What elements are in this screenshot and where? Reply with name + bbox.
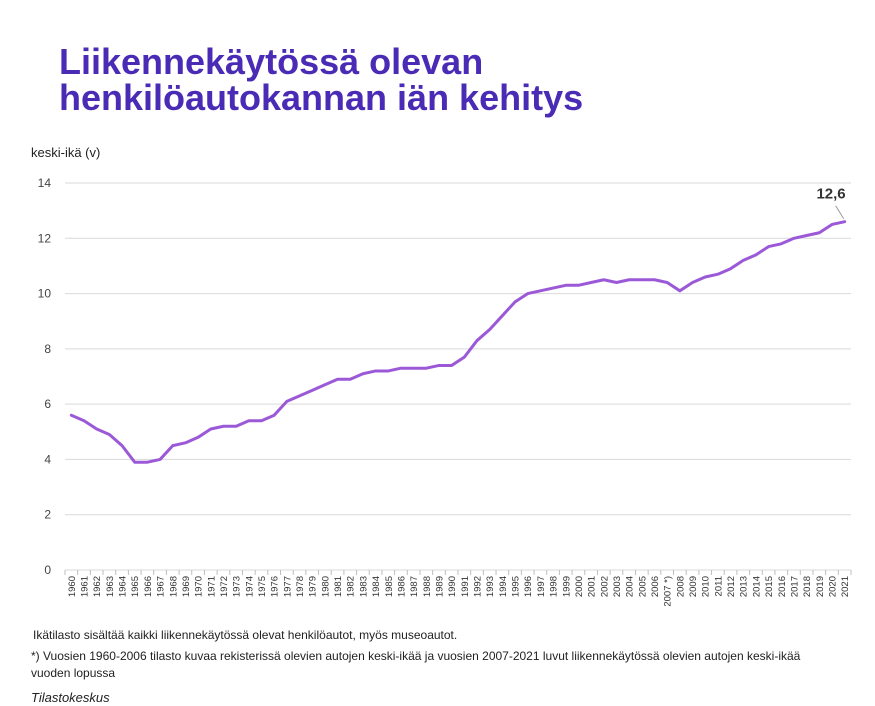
- x-tick-label: 2007 *): [663, 576, 674, 607]
- x-tick-label: 1984: [371, 576, 382, 597]
- y-axis-label: keski-ikä (v): [31, 145, 101, 160]
- x-tick-label: 1978: [295, 576, 306, 597]
- x-tick-label: 2006: [650, 576, 661, 597]
- x-tick-label: 2012: [726, 576, 737, 597]
- x-tick-label: 1972: [219, 576, 230, 597]
- chart-title-line-2: henkilöautokannan iän kehitys: [59, 77, 584, 118]
- chart-title-line-1: Liikennekäytössä olevan: [59, 41, 484, 82]
- x-tick-label: 1974: [244, 576, 255, 597]
- x-tick-label: 1990: [447, 576, 458, 597]
- x-tick-label: 2013: [739, 576, 750, 597]
- x-tick-label: 1998: [549, 576, 560, 597]
- x-tick-label: 1989: [434, 576, 445, 597]
- y-tick-label: 10: [38, 287, 52, 301]
- x-tick-label: 1964: [118, 576, 129, 597]
- x-tick-label: 2009: [688, 576, 699, 597]
- chart-title: Liikennekäytössä olevan henkilöautokanna…: [59, 44, 759, 116]
- x-tick-label: 2019: [815, 576, 826, 597]
- x-tick-label: 1980: [320, 576, 331, 597]
- x-tick-label: 1997: [536, 576, 547, 597]
- x-tick-label: 1996: [523, 576, 534, 597]
- x-tick-label: 1993: [485, 576, 496, 597]
- x-tick-label: 1971: [206, 576, 217, 597]
- y-tick-label: 6: [44, 397, 51, 411]
- source-label: Tilastokeskus: [31, 690, 110, 705]
- x-tick-label: 2005: [637, 576, 648, 597]
- x-tick-label: 1975: [257, 576, 268, 597]
- x-tick-label: 1960: [67, 576, 78, 597]
- x-tick-label: 1992: [473, 576, 484, 597]
- y-tick-label: 4: [44, 452, 51, 466]
- x-tick-label: 1985: [384, 576, 395, 597]
- x-tick-label: 1979: [308, 576, 319, 597]
- x-tick-label: 1999: [561, 576, 572, 597]
- x-tick-label: 1991: [460, 576, 471, 597]
- x-tick-label: 1982: [346, 576, 357, 597]
- x-tick-label: 2003: [612, 576, 623, 597]
- y-tick-label: 12: [38, 231, 52, 245]
- x-tick-label: 1970: [194, 576, 205, 597]
- x-tick-label: 2016: [777, 576, 788, 597]
- x-tick-label: 1995: [511, 576, 522, 597]
- x-tick-label: 1981: [333, 576, 344, 597]
- x-tick-label: 1973: [232, 576, 243, 597]
- x-tick-label: 1994: [498, 576, 509, 597]
- x-tick-label: 1962: [92, 576, 103, 597]
- x-tick-label: 1986: [396, 576, 407, 597]
- x-tick-label: 2014: [751, 576, 762, 597]
- x-tick-label: 1977: [282, 576, 293, 597]
- x-tick-label: 1965: [130, 576, 141, 597]
- x-tick-label: 2018: [802, 576, 813, 597]
- annotation-leader: [835, 205, 845, 219]
- y-tick-label: 2: [44, 508, 51, 522]
- x-tick-label: 1968: [168, 576, 179, 597]
- x-tick-label: 2004: [625, 576, 636, 597]
- x-tick-label: 1966: [143, 576, 154, 597]
- x-tick-label: 2011: [713, 576, 724, 596]
- x-tick-label: 1987: [409, 576, 420, 597]
- y-tick-label: 14: [38, 176, 52, 190]
- y-tick-label: 8: [44, 342, 51, 356]
- x-tick-label: 1967: [156, 576, 167, 597]
- x-tick-label: 1963: [105, 576, 116, 597]
- y-tick-label: 0: [44, 563, 51, 577]
- x-tick-label: 2002: [599, 576, 610, 597]
- footnote-scope: Ikätilasto sisältää kaikki liikennekäytö…: [33, 628, 458, 642]
- x-tick-label: 1976: [270, 576, 281, 597]
- x-tick-label: 2021: [840, 576, 851, 597]
- x-tick-label: 2010: [701, 576, 712, 597]
- x-tick-label: 2020: [827, 576, 838, 597]
- x-tick-label: 2000: [574, 576, 585, 597]
- footnote-method: *) Vuosien 1960-2006 tilasto kuvaa rekis…: [31, 649, 801, 680]
- x-tick-label: 2008: [675, 576, 686, 597]
- x-tick-label: 1969: [181, 576, 192, 597]
- x-tick-label: 2017: [789, 576, 800, 597]
- x-tick-label: 2001: [587, 576, 598, 597]
- x-tick-label: 1983: [358, 576, 369, 597]
- last-value-label: 12,6: [816, 186, 845, 203]
- x-tick-label: 1961: [80, 576, 91, 597]
- series-line: [69, 220, 847, 464]
- x-tick-label: 2015: [764, 576, 775, 597]
- x-tick-label: 1988: [422, 576, 433, 597]
